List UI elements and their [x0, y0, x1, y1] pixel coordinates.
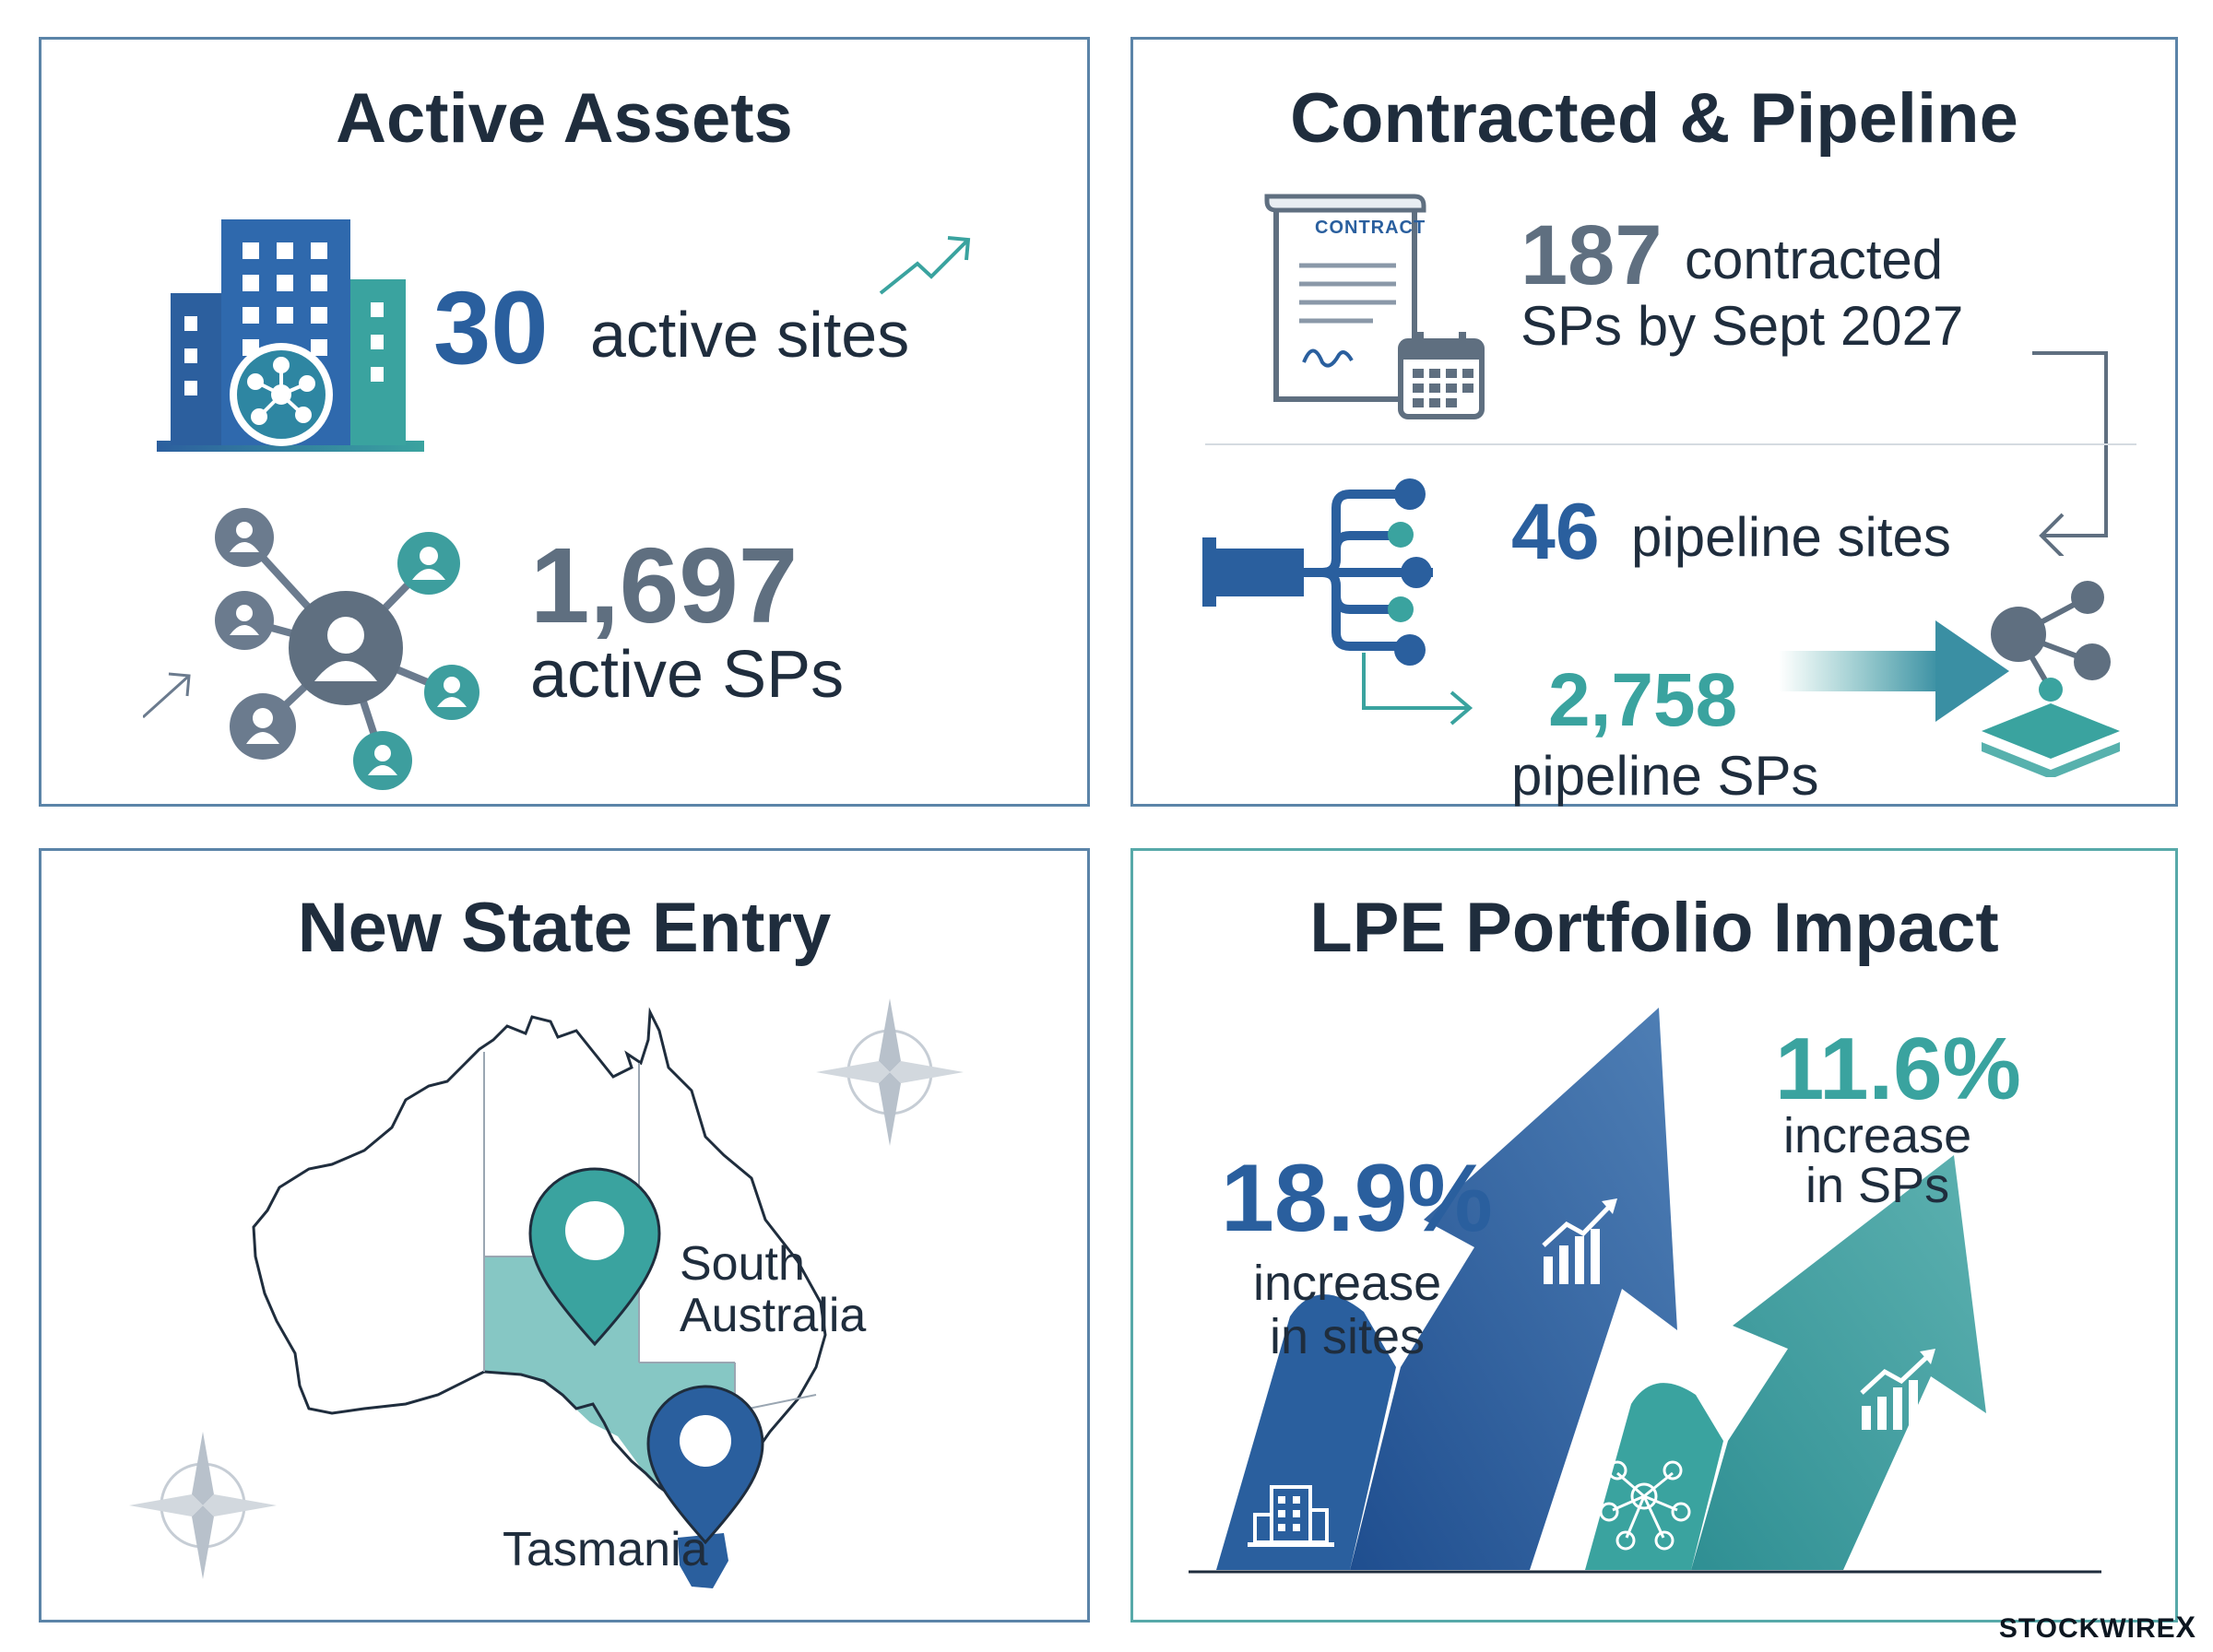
pipeline-sps-label: pipeline SPs	[1511, 745, 1819, 807]
sps-increase-label: increase in SPs	[1783, 1111, 1971, 1210]
growth-arrow-icon	[1216, 1008, 1677, 1570]
network-hub-icon	[230, 343, 333, 446]
brand-name: STOCKWIRE	[1998, 1613, 2176, 1644]
sites-increase-pct: 18.9%	[1221, 1145, 1493, 1252]
australia-map	[252, 1007, 827, 1588]
south-australia-line2: Australia	[680, 1289, 867, 1342]
contract-document-icon	[1264, 194, 1426, 402]
trend-arrow-icon	[879, 236, 971, 295]
sites-increase-label: increase in sites	[1253, 1257, 1441, 1363]
people-network-icon	[143, 508, 479, 790]
active-sps-label: active SPs	[530, 638, 845, 712]
growth-arrows-chart	[1189, 1008, 2101, 1574]
pipeline-sites-number: 46	[1511, 488, 1600, 576]
active-assets-title: Active Assets	[336, 79, 793, 158]
sps-increase-line1: increase	[1783, 1108, 1972, 1163]
pipeline-branch-icon	[1202, 478, 1433, 666]
location-pin-icon-2	[646, 1385, 764, 1545]
contracted-pipeline-title: Contracted & Pipeline	[1290, 79, 2018, 158]
contracted-number: 187	[1521, 208, 1663, 302]
divider	[1205, 443, 2136, 445]
pipeline-sps-number: 2,758	[1548, 658, 1738, 742]
calendar-icon	[1398, 332, 1485, 419]
brand-logo: STOCKWIREX	[1999, 1611, 2196, 1645]
sps-increase-pct: 11.6%	[1775, 1020, 2021, 1118]
compass-rose-icon-2	[129, 1432, 277, 1579]
new-state-entry-panel: New State Entry	[39, 848, 1090, 1622]
south-australia-line1: South	[680, 1237, 805, 1291]
compass-rose-icon	[816, 998, 964, 1146]
sps-increase-line2: in SPs	[1805, 1158, 1950, 1213]
contracted-pipeline-panel: Contracted & Pipeline CONTRACT 187 contr…	[1130, 37, 2178, 807]
contract-label: CONTRACT	[1315, 218, 1426, 238]
pipeline-sites-label: pipeline sites	[1631, 506, 1951, 568]
active-sps-number: 1,697	[530, 525, 799, 645]
south-australia-label: South Australia	[680, 1238, 866, 1341]
sites-increase-line2: in sites	[1270, 1309, 1426, 1364]
bar-chart-icon-2	[1860, 1349, 1935, 1430]
connector-arrow-icon	[2032, 351, 2108, 556]
new-state-entry-title: New State Entry	[297, 889, 832, 967]
location-pin-icon	[528, 1167, 661, 1347]
active-assets-panel: Active Assets 30 active si	[39, 37, 1090, 807]
active-sites-label: active sites	[590, 299, 910, 371]
contracted-label: contracted	[1685, 229, 1944, 290]
growth-arrow-icon-2	[1585, 1155, 1986, 1570]
portfolio-impact-title: LPE Portfolio Impact	[1309, 889, 1999, 967]
people-network-icon-2	[1599, 1460, 1691, 1551]
building-icon	[1248, 1485, 1334, 1547]
network-stack-icon	[1982, 581, 2120, 777]
active-sites-number: 30	[433, 270, 549, 385]
flow-arrow-icon	[1779, 620, 2009, 722]
connector-arrow-icon-2	[1362, 653, 1473, 726]
sites-increase-line1: increase	[1253, 1256, 1442, 1311]
bar-chart-icon	[1542, 1198, 1617, 1284]
tasmania-label: Tasmania	[503, 1523, 708, 1576]
portfolio-impact-panel: LPE Portfolio Impact	[1130, 848, 2178, 1622]
brand-mark: X	[2175, 1611, 2196, 1644]
contracted-line2: SPs by Sept 2027	[1521, 295, 1964, 357]
